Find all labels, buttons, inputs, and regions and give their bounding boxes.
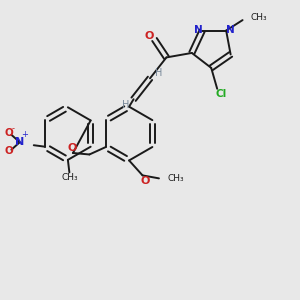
- Text: O: O: [144, 31, 154, 41]
- Text: Cl: Cl: [215, 89, 226, 99]
- Text: N: N: [15, 137, 24, 147]
- Text: +: +: [21, 130, 28, 139]
- Text: O: O: [140, 176, 150, 186]
- Text: CH₃: CH₃: [250, 13, 267, 22]
- Text: H: H: [122, 100, 129, 110]
- Text: O: O: [68, 142, 77, 153]
- Text: N: N: [194, 25, 203, 35]
- Text: H: H: [155, 68, 163, 78]
- Text: O: O: [4, 146, 13, 156]
- Text: -: -: [11, 124, 14, 133]
- Text: CH₃: CH₃: [61, 173, 78, 182]
- Text: CH₃: CH₃: [167, 174, 184, 183]
- Text: N: N: [226, 25, 234, 35]
- Text: O: O: [4, 128, 13, 138]
